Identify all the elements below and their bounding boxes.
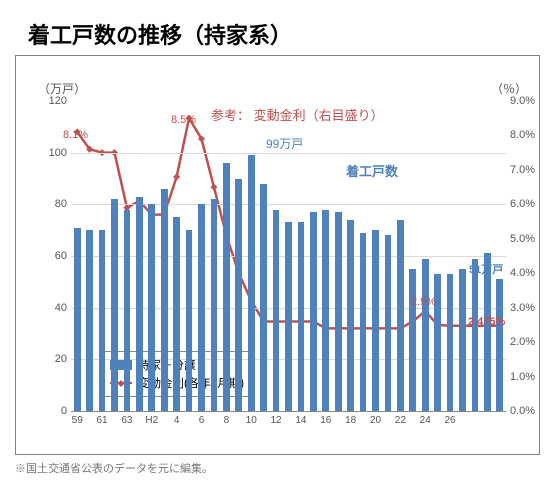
y1-tick: 100 [49,147,67,159]
x-tick: 59 [72,415,83,426]
chart-title: 着工戸数の推移（持家系） [28,18,292,50]
y1-tick: 20 [55,353,67,365]
y2-tick: 8.0% [510,129,535,141]
bar [447,274,454,411]
x-tick: 18 [345,415,356,426]
y1-tick: 120 [49,95,67,107]
bar [148,204,155,411]
bar [74,228,81,411]
y2-tick: 3.0% [510,302,535,314]
bar [322,210,329,412]
y2-tick: 4.0% [510,267,535,279]
x-tick: 6 [199,415,205,426]
bar [372,230,379,411]
bar [347,220,354,411]
bar [273,210,280,412]
x-tick: 26 [445,415,456,426]
x-tick: H2 [145,415,158,426]
x-tick: 12 [271,415,282,426]
annotation: 8.5% [171,114,196,126]
annotation: 着工戸数 [346,161,398,180]
bar [211,199,218,411]
y2-tick: 7.0% [510,164,535,176]
bar [385,235,392,411]
annotation: 8.1% [63,129,88,141]
bar [409,269,416,411]
x-tick: 61 [97,415,108,426]
x-tick: 14 [295,415,306,426]
bar [434,274,441,411]
bar [298,222,305,411]
y2-tick: 5.0% [510,233,535,245]
x-tick: 20 [370,415,381,426]
x-tick: 22 [395,415,406,426]
y1-tick: 80 [55,198,67,210]
y1-tick: 0 [61,405,67,417]
plot-box: （万戸） （％） 持家＋分譲変動金利(各年1月期) 02040608010012… [15,55,540,455]
x-tick: 10 [246,415,257,426]
bar [335,212,342,411]
y1-tick: 40 [55,302,67,314]
y2-tick: 0.0% [510,405,535,417]
x-tick: 16 [320,415,331,426]
bar [124,210,131,412]
bar [136,197,143,411]
annotation: 51万戸 [469,261,503,277]
bar [186,230,193,411]
bar [173,217,180,411]
bar [86,230,93,411]
y2-tick: 1.0% [510,371,535,383]
annotation: 2.9% [411,296,436,308]
bar [360,233,367,411]
x-tick: 24 [420,415,431,426]
bar [459,269,466,411]
x-tick: 4 [174,415,180,426]
bar [310,212,317,411]
plot-area: 持家＋分譲変動金利(各年1月期) 0204060801001200.0%1.0%… [71,101,506,411]
bar [260,184,267,411]
annotation: 99万戸 [266,135,303,152]
y2-tick: 9.0% [510,95,535,107]
bar [285,222,292,411]
annotation: 2.475% [468,316,505,328]
y2-tick: 6.0% [510,198,535,210]
bar [99,230,106,411]
bar [111,199,118,411]
bar [397,220,404,411]
bar [472,259,479,411]
bar [422,259,429,411]
footnote: ※国土交通省公表のデータを元に編集。 [15,460,213,476]
bar [235,179,242,412]
annotation: 参考： 変動金利（右目盛り） [211,105,384,124]
bar [248,155,255,411]
y1-tick: 60 [55,250,67,262]
bar [484,253,491,411]
bar [161,189,168,411]
bar [496,279,503,411]
y2-tick: 2.0% [510,336,535,348]
bar [198,204,205,411]
bar [223,163,230,411]
x-tick: 8 [224,415,230,426]
x-tick: 63 [121,415,132,426]
